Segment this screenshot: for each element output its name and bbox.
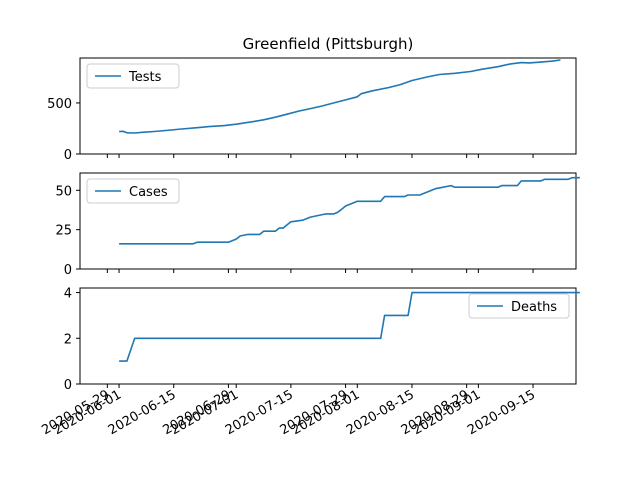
legend-label: Cases [129,185,168,200]
y-tick-label: 0 [64,263,72,278]
y-tick-label: 2 [64,332,72,347]
legend-label: Tests [128,70,162,85]
y-tick-label: 4 [64,287,72,302]
panel-2: 0 25 50 Cases [55,172,580,278]
legend-box [86,178,180,204]
panel-3: 0 2 4 Deaths [64,287,580,393]
legend: Cases [86,178,180,204]
y-tick-label: 0 [64,148,72,163]
legend-box [86,63,180,89]
y-tick-label: 50 [55,184,72,199]
legend-box [468,293,570,319]
series-line-deaths [119,291,580,362]
panel-1: 0 500 Tests [47,57,577,163]
axes-frame [79,57,577,155]
axes-frame [79,287,577,385]
chart-title: Greenfield (Pittsburgh) [243,35,414,53]
series-line-cases [119,176,580,245]
legend: Tests [86,63,180,89]
y-tick-label: 25 [55,224,72,239]
legend-label: Deaths [511,300,557,315]
axes-frame [79,172,577,270]
y-tick-label: 0 [64,378,72,393]
y-tick-label: 500 [47,97,72,112]
series-line-tests [119,59,561,134]
legend: Deaths [468,293,570,319]
